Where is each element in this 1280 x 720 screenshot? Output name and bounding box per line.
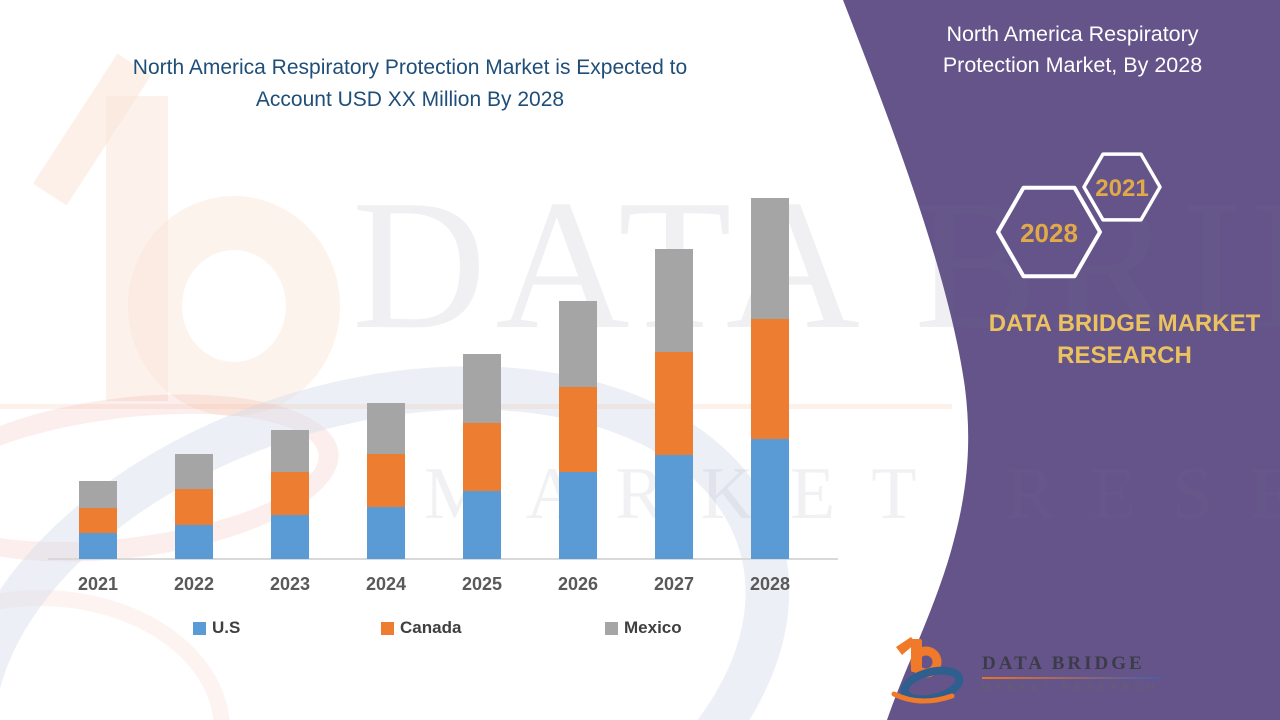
bar-segment-mexico-2026 [559,301,597,387]
bar-segment-canada-2025 [463,423,501,491]
x-axis-label-2022: 2022 [173,574,215,594]
panel-title: North America Respiratory Protection Mar… [880,19,1265,81]
legend-swatch-canada [381,621,394,635]
bar-segment-us-2022 [175,525,213,559]
bar-segment-canada-2023 [271,472,309,515]
legend-swatch-us [193,621,206,635]
legend-swatch-mexico [605,621,618,635]
bar-segment-canada-2024 [367,454,405,507]
legend-label-us: U.S [212,618,241,637]
hexagon-2021-badge: 2021 [1082,152,1162,222]
bar-segment-canada-2022 [175,489,213,525]
bar-segment-mexico-2028 [751,198,789,319]
dbmr-logo-text: DATA BRIDGE MARKET RESEARCH [982,653,1160,693]
chart-title-line2: Account USD XX Million By 2028 [255,88,565,111]
dbmr-logo-wordmark: DATA BRIDGE [982,653,1145,674]
dbmr-logo-subtitle: MARKET RESEARCH [982,682,1160,693]
x-axis-label-2025: 2025 [461,574,503,594]
bar-segment-us-2027 [655,455,693,559]
panel-title-line1: North America Respiratory [946,22,1199,46]
bar-segment-mexico-2022 [175,454,213,489]
bar-segment-us-2026 [559,472,597,559]
bar-segment-us-2025 [463,491,501,559]
dbmr-logo: DATA BRIDGE MARKET RESEARCH [886,630,1160,708]
chart-title: North America Respiratory Protection Mar… [55,52,765,116]
bar-segment-canada-2026 [559,387,597,472]
bar-segment-mexico-2027 [655,249,693,352]
bar-segment-mexico-2025 [463,354,501,423]
hexagon-2028-label: 2028 [1020,218,1078,248]
brand-wordmark-line1: DATA BRIDGE MARKET [988,310,1261,337]
bar-segment-mexico-2021 [79,481,117,508]
bar-segment-mexico-2023 [271,430,309,472]
panel-title-line2: Protection Market, By 2028 [942,53,1203,77]
bar-segment-canada-2027 [655,352,693,455]
brand-wordmark: DATA BRIDGE MARKET RESEARCH [962,308,1280,372]
chart-title-line1: North America Respiratory Protection Mar… [132,56,688,79]
hexagon-2021-label: 2021 [1095,175,1148,202]
hexagon-2028-badge: 2028 [996,185,1102,279]
bar-segment-mexico-2024 [367,403,405,454]
x-axis-label-2024: 2024 [365,574,407,594]
legend-item-canada: Canada [381,618,461,638]
dbmr-logo-underline [982,677,1160,679]
x-axis-line [48,558,838,560]
x-axis-label-2026: 2026 [557,574,599,594]
x-axis-label-2028: 2028 [749,574,791,594]
brand-wordmark-line2: RESEARCH [1057,342,1192,369]
bar-segment-us-2023 [271,515,309,559]
x-axis-label-2027: 2027 [653,574,695,594]
legend-label-mexico: Mexico [624,618,682,637]
bar-segment-canada-2021 [79,508,117,533]
bar-segment-us-2028 [751,439,789,559]
bar-segment-us-2021 [79,533,117,559]
legend-item-mexico: Mexico [605,618,682,638]
x-axis-label-2021: 2021 [77,574,119,594]
dbmr-logo-icon [891,637,964,704]
bar-segment-us-2024 [367,507,405,559]
x-axis-label-2023: 2023 [269,574,311,594]
legend-item-us: U.S [193,618,240,638]
legend-label-canada: Canada [400,618,462,637]
bar-segment-canada-2028 [751,319,789,439]
